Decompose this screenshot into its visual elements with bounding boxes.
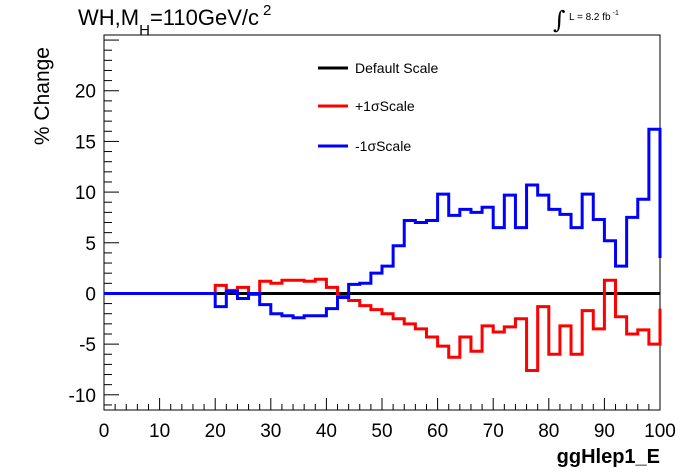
lumi-superscript: -1	[612, 10, 619, 17]
x-tick-label: 80	[538, 421, 559, 442]
x-tick-label: 0	[99, 421, 110, 442]
series-line-1	[104, 277, 662, 372]
x-tick-label: 40	[316, 421, 337, 442]
title-tail: =110GeV/c	[149, 5, 259, 30]
y-tick-label: 20	[75, 82, 96, 103]
title-lead: WH,M	[78, 5, 140, 30]
y-tick-label: 0	[85, 284, 96, 305]
x-axis-label: ggHlep1_E	[557, 446, 660, 468]
lumi-text: L = 8.2 fb	[569, 12, 611, 23]
y-axis-label: % Change	[31, 47, 54, 145]
x-tick-label: 10	[149, 421, 170, 442]
title-superscript: 2	[263, 2, 272, 19]
legend-label: Default Scale	[355, 60, 438, 76]
x-tick-label: 20	[205, 421, 226, 442]
x-tick-label: 90	[594, 421, 615, 442]
legend-label: -1σScale	[355, 138, 411, 154]
x-tick-label: 30	[260, 421, 281, 442]
x-tick-label: 60	[427, 421, 448, 442]
legend-label: +1σScale	[355, 98, 415, 114]
y-tick-label: -5	[79, 335, 96, 356]
x-tick-label: 70	[483, 421, 504, 442]
series-line-2	[104, 127, 662, 320]
x-tick-label: 100	[644, 421, 676, 442]
y-tick-label: 10	[75, 183, 96, 204]
luminosity-label: ∫ L = 8.2 fb -1	[553, 6, 619, 34]
plot-title: WH,MH=110GeV/c 2	[78, 2, 272, 39]
y-tick-label: 5	[85, 234, 96, 255]
title-subscript: H	[139, 22, 150, 39]
y-tick-label: 15	[75, 132, 96, 153]
x-tick-label: 50	[371, 421, 392, 442]
integral-icon: ∫	[553, 6, 566, 34]
y-tick-label: -10	[69, 386, 96, 407]
